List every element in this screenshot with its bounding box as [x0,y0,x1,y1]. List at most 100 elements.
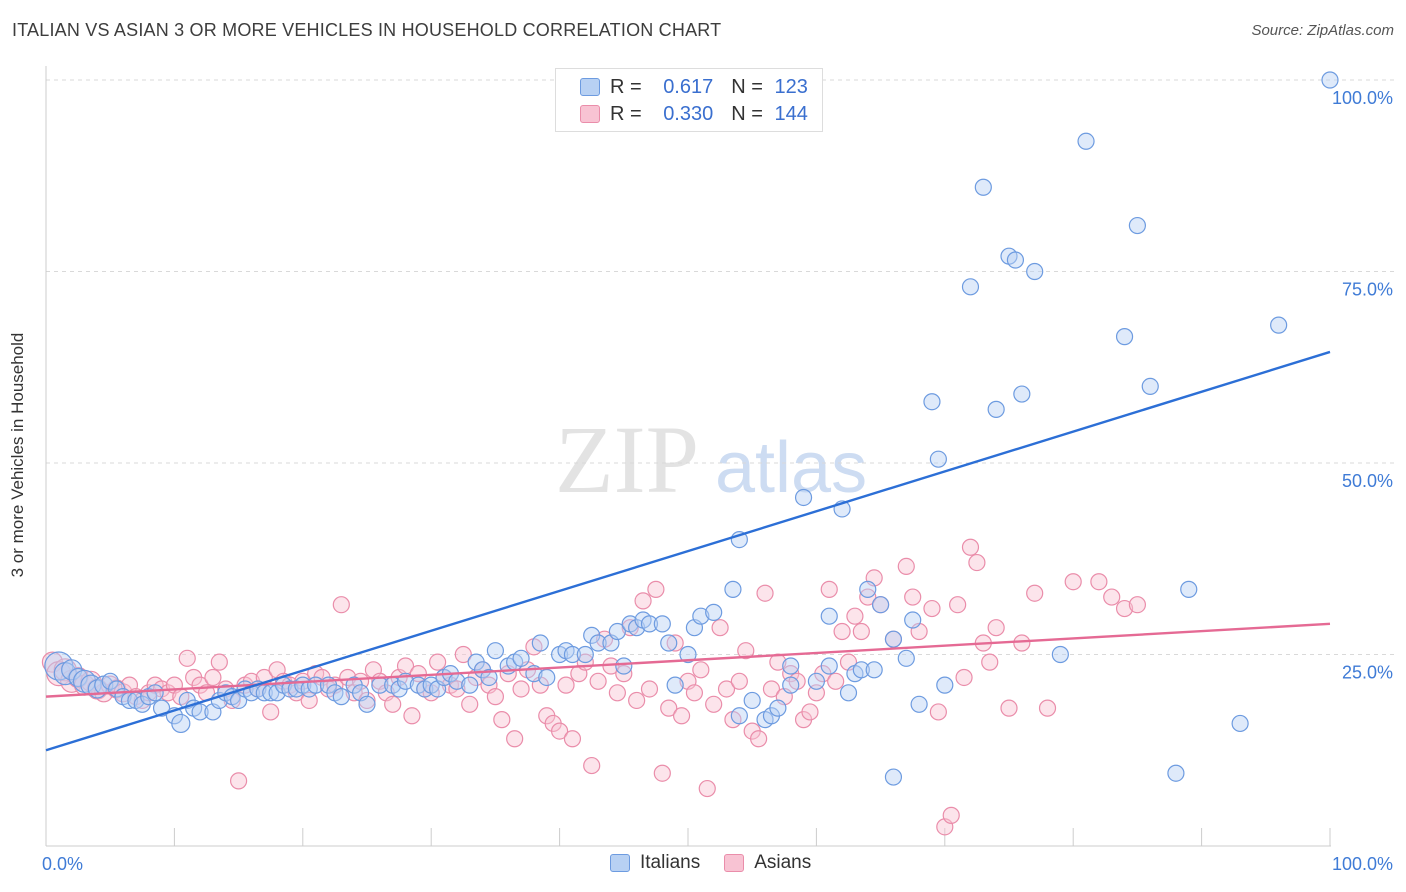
asian-point [653,764,671,782]
italian-point [820,607,838,625]
asians-swatch [580,105,600,123]
italian-point [1321,71,1339,89]
asian-point [429,653,447,671]
italians-n-value: 123 [774,75,808,98]
asian-point [589,672,607,690]
asian-point [634,592,652,610]
italian-point [171,713,191,734]
asian-point [461,695,479,713]
y-tick-label: 50.0% [1342,471,1393,491]
italian-point [859,580,877,598]
asian-point [852,622,870,641]
asian-point [384,695,402,713]
italian-point [923,393,941,411]
italian-point [794,488,813,507]
asian-point [506,730,524,748]
italian-point [531,634,549,652]
asian-point [178,649,196,667]
chart-title: ITALIAN VS ASIAN 3 OR MORE VEHICLES IN H… [12,20,722,40]
italian-point [666,676,684,694]
italian-point [782,657,800,675]
legend-asians-label: Asians [754,852,812,873]
italians-trend-line [45,350,1331,752]
asian-point [493,711,511,729]
italian-point [730,707,748,725]
asian-point [1064,573,1082,591]
asian-point [981,653,999,671]
asian-point [563,730,582,748]
italian-point [692,607,710,625]
italian-point [358,695,376,713]
asian-point [929,703,947,721]
asian-point [230,772,248,790]
italian-point [480,668,498,687]
asian-point [801,703,819,721]
italian-point [486,642,504,660]
axes [45,66,1331,847]
italian-point [640,615,659,633]
italian-point [705,603,723,621]
italian-point [1231,714,1249,733]
asian-point [1128,596,1147,614]
italians-r-label: R = [610,75,642,98]
asian-point [737,642,755,660]
asian-point [660,699,678,717]
source-label: Source: ZipAtlas.com [1251,22,1394,39]
tick-labels: 25.0% 50.0% 75.0% 100.0% 0.0% 100.0% [42,88,1393,874]
asian-point [717,680,736,698]
asian-point [827,672,845,690]
italian-point [743,691,761,710]
asian-point [820,580,838,598]
italian-point [1013,385,1031,403]
asian-point [550,722,569,740]
italian-point [281,680,299,698]
italian-point [608,622,626,641]
italian-point [961,278,980,296]
asian-point [942,806,960,824]
italian-point [782,676,800,694]
italian-point [576,645,594,664]
italian-point [807,672,826,690]
italian-point [679,645,697,664]
italian-point [987,400,1005,418]
asian-point [705,695,723,713]
asian-point [628,691,646,710]
asian-point [1000,699,1018,717]
italians-n-label: N = [731,75,763,98]
asian-point [730,672,748,690]
asians-n-label: N = [731,102,763,125]
italian-point [865,661,883,679]
asian-point [640,680,659,698]
italian-point [820,657,838,675]
asian-point [949,596,967,614]
asian-point [557,676,575,694]
asian-point [1013,634,1031,652]
asian-point [692,661,710,679]
asians-stats-row: R = 0.330 N = 144 [556,101,808,127]
asians-n-value: 144 [774,102,808,125]
legend-italians-swatch [610,854,630,872]
italian-point [1026,262,1044,281]
italian-point [724,580,742,598]
legend-italians: Italians [610,852,700,874]
asian-point [1115,599,1134,618]
x-tick-label: 0.0% [42,854,83,874]
italian-point [1051,645,1069,664]
legend-asians: Asians [724,852,811,874]
italians-stats-row: R = 0.617 N = 123 [556,74,808,100]
italian-point [191,703,209,721]
stats-legend: R = 0.617 N = 123 R = 0.330 N = 144 [555,68,823,132]
italian-point [1270,316,1288,334]
asian-point [685,684,704,702]
italian-point [461,676,479,694]
trend-lines [45,350,1331,752]
italian-point [563,645,582,664]
asians-r-label: R = [610,102,642,125]
asian-point [987,619,1005,637]
asian-point [961,538,980,556]
bottom-legend: Italians Asians [610,852,835,874]
asian-point [204,668,222,687]
asian-point [897,557,915,576]
asian-point [486,688,504,706]
